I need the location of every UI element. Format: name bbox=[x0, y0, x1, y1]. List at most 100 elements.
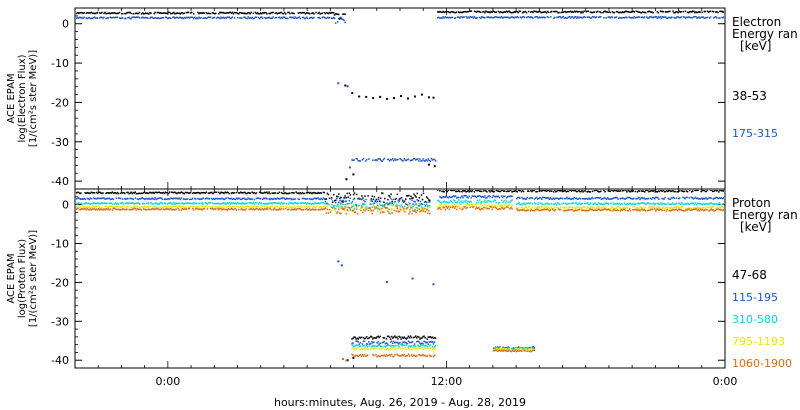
data-point bbox=[607, 197, 609, 199]
data-point bbox=[375, 205, 378, 208]
data-point bbox=[581, 17, 583, 19]
data-point bbox=[607, 202, 609, 204]
data-point bbox=[418, 345, 420, 347]
data-point bbox=[466, 10, 468, 13]
data-point bbox=[628, 202, 631, 205]
data-point bbox=[539, 209, 541, 212]
data-point bbox=[382, 158, 385, 161]
data-point bbox=[400, 338, 402, 340]
data-point bbox=[598, 191, 600, 193]
data-point bbox=[228, 16, 231, 18]
data-point bbox=[170, 12, 172, 15]
data-point bbox=[199, 12, 201, 14]
data-point bbox=[372, 338, 374, 340]
data-point bbox=[536, 11, 538, 13]
data-point bbox=[293, 12, 295, 15]
data-point bbox=[643, 197, 645, 199]
data-point bbox=[420, 210, 423, 213]
data-point bbox=[613, 208, 615, 211]
data-point bbox=[418, 347, 420, 350]
data-point bbox=[273, 192, 275, 194]
data-point bbox=[551, 198, 554, 200]
data-point bbox=[375, 198, 378, 201]
data-point bbox=[250, 17, 252, 20]
data-point bbox=[390, 335, 393, 338]
data-point bbox=[425, 344, 427, 347]
data-point bbox=[470, 197, 473, 199]
data-point bbox=[302, 208, 305, 211]
data-point bbox=[346, 192, 348, 195]
data-point bbox=[501, 190, 504, 191]
data-point bbox=[110, 198, 112, 200]
data-point bbox=[138, 192, 141, 194]
data-point bbox=[380, 159, 382, 162]
data-point bbox=[245, 198, 247, 201]
data-point bbox=[99, 17, 101, 19]
data-point bbox=[674, 11, 676, 14]
data-point bbox=[504, 199, 506, 202]
data-point bbox=[541, 203, 543, 205]
data-point bbox=[248, 202, 250, 204]
data-point bbox=[134, 205, 136, 208]
data-point bbox=[608, 16, 610, 18]
data-point bbox=[386, 344, 389, 347]
data-point bbox=[94, 197, 97, 200]
data-point bbox=[271, 17, 273, 19]
data-point bbox=[137, 16, 140, 18]
data-point bbox=[585, 209, 587, 212]
data-point bbox=[141, 12, 144, 14]
data-point bbox=[416, 337, 418, 339]
data-point bbox=[631, 198, 633, 200]
data-point bbox=[413, 210, 415, 212]
data-point bbox=[152, 198, 154, 200]
data-point bbox=[696, 197, 699, 199]
data-point bbox=[488, 16, 490, 18]
data-point bbox=[503, 190, 505, 192]
data-point bbox=[668, 209, 671, 212]
data-point bbox=[614, 16, 617, 19]
data-point bbox=[302, 16, 305, 19]
data-point bbox=[493, 16, 496, 19]
data-point bbox=[272, 209, 274, 211]
data-point bbox=[88, 206, 91, 208]
data-point bbox=[590, 208, 592, 211]
data-point bbox=[547, 11, 550, 14]
data-point bbox=[481, 201, 483, 203]
data-point bbox=[520, 346, 522, 349]
data-point bbox=[545, 12, 548, 14]
data-point bbox=[365, 355, 368, 357]
data-point bbox=[203, 191, 205, 194]
data-point bbox=[544, 196, 546, 199]
data-point bbox=[697, 198, 700, 200]
data-point bbox=[717, 203, 720, 205]
data-point bbox=[581, 197, 584, 200]
data-point bbox=[712, 17, 715, 19]
data-point bbox=[433, 346, 436, 348]
data-point bbox=[344, 21, 346, 24]
data-point bbox=[637, 190, 640, 192]
data-point bbox=[303, 197, 306, 200]
data-point bbox=[554, 190, 556, 191]
data-point bbox=[693, 197, 696, 199]
data-point bbox=[570, 11, 573, 13]
data-point bbox=[318, 202, 320, 205]
data-point bbox=[359, 354, 362, 356]
data-point bbox=[444, 16, 446, 18]
data-point bbox=[192, 207, 194, 210]
data-point bbox=[421, 208, 424, 211]
data-point bbox=[322, 208, 325, 210]
data-point bbox=[323, 16, 326, 19]
data-point bbox=[656, 207, 658, 209]
data-point bbox=[318, 11, 320, 14]
data-point bbox=[414, 195, 416, 197]
data-point bbox=[146, 206, 148, 208]
data-point bbox=[638, 11, 641, 13]
data-point bbox=[361, 195, 363, 197]
data-point bbox=[379, 200, 382, 203]
data-point bbox=[632, 209, 634, 211]
data-point bbox=[417, 340, 419, 342]
data-point bbox=[504, 204, 506, 206]
data-point bbox=[399, 336, 401, 338]
data-point bbox=[244, 209, 246, 211]
data-point bbox=[355, 204, 358, 206]
